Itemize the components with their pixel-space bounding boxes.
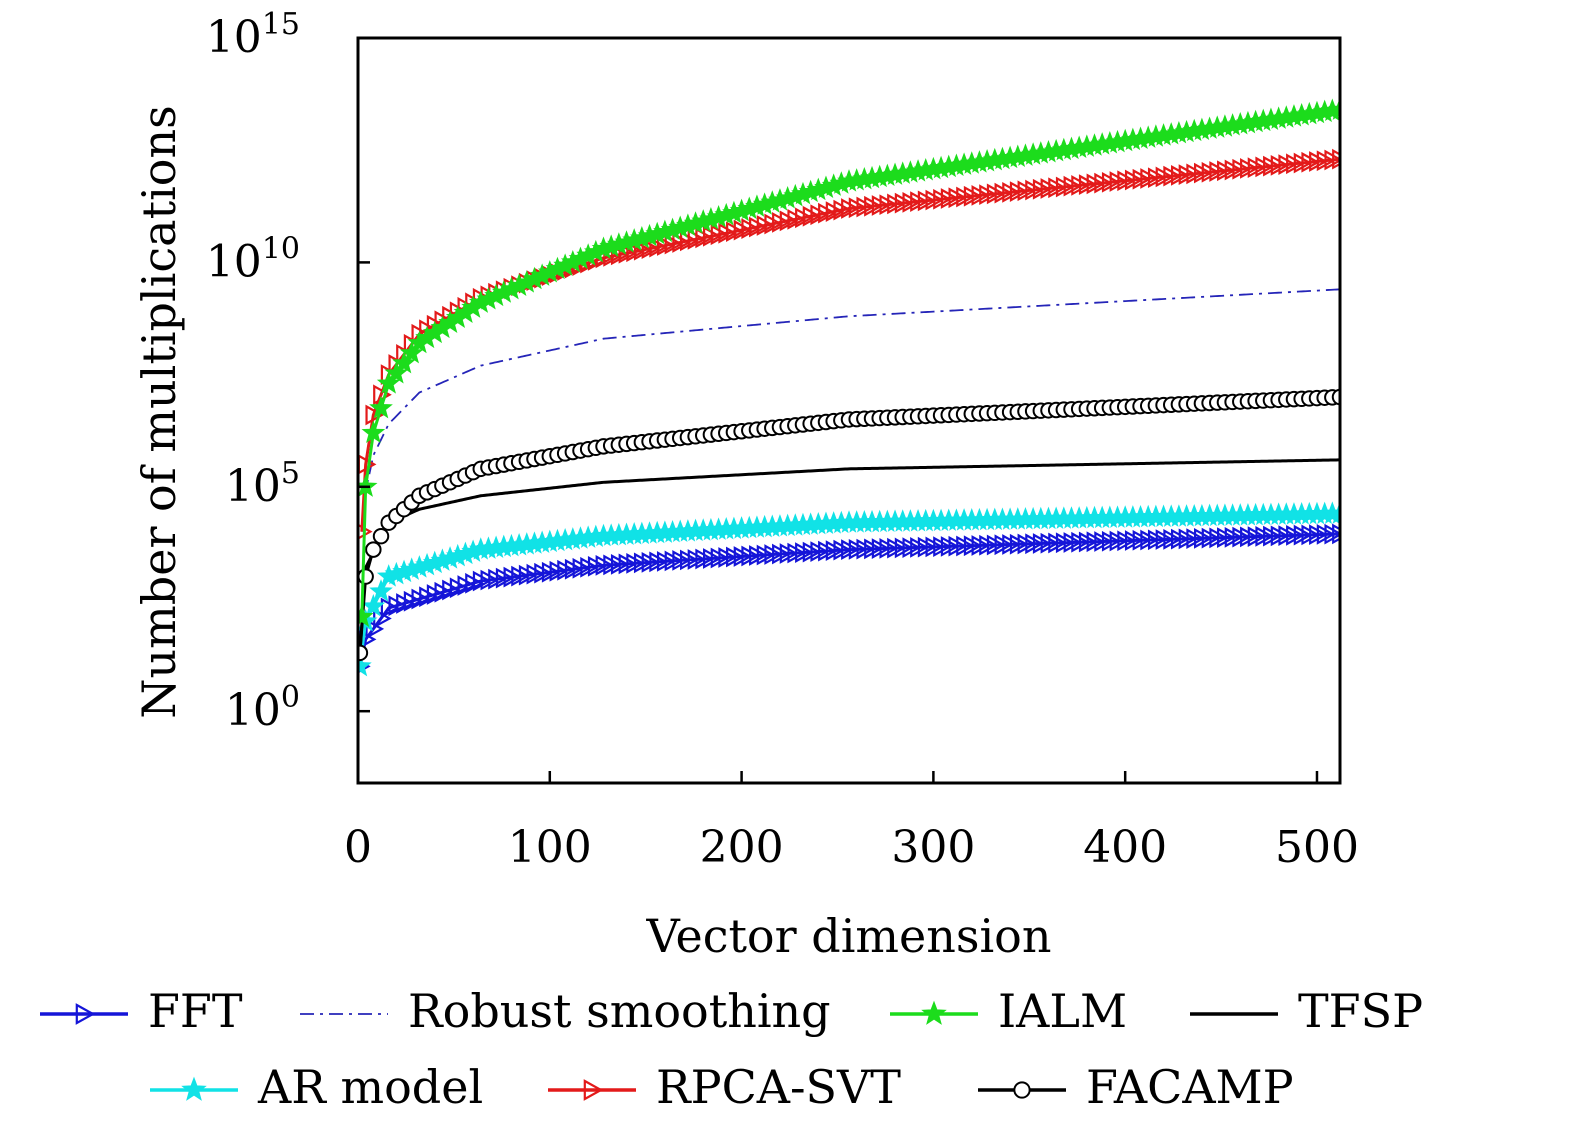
series-marker — [369, 395, 393, 419]
x-tick-label: 100 — [508, 822, 592, 873]
series-marker — [1328, 97, 1340, 120]
series-marker — [372, 527, 390, 545]
legend-label: Robust smoothing — [408, 984, 831, 1038]
series-facamp — [358, 388, 1340, 662]
series-marker — [1013, 1081, 1031, 1099]
series-marker — [1331, 388, 1340, 406]
legend-item-robust-smoothing: Robust smoothing — [300, 984, 831, 1038]
series-marker — [369, 579, 393, 602]
series-marker — [921, 1000, 947, 1025]
series-marker — [365, 404, 385, 426]
series-marker — [1332, 148, 1340, 170]
y-tick-label: 100 — [225, 680, 300, 736]
x-axis: 0 100 200 300 400 500 — [344, 771, 1359, 873]
series-marker — [358, 604, 374, 627]
y-tick-label: 1015 — [206, 7, 300, 63]
legend-label: IALM — [998, 984, 1127, 1038]
legend-label: TFSP — [1298, 984, 1423, 1038]
x-tick-label: 400 — [1083, 822, 1167, 873]
series-marker — [361, 594, 386, 617]
series-marker — [1328, 501, 1340, 524]
series-marker — [358, 644, 369, 662]
x-tick-label: 0 — [344, 822, 372, 873]
series-marker — [399, 340, 424, 364]
y-tick-label: 105 — [225, 456, 300, 512]
series-ar-model — [358, 501, 1340, 677]
series-line — [358, 458, 1340, 653]
series-marker — [361, 420, 386, 443]
legend-item-ialm: IALM — [890, 984, 1127, 1038]
plot-area-frame — [356, 36, 1342, 785]
series-line — [360, 288, 1340, 532]
series-layer — [358, 97, 1340, 677]
legend-label: AR model — [257, 1060, 483, 1114]
series-robust-smoothing — [360, 288, 1340, 532]
legend: FFT Robust smoothing IALM TFSP AR model RPCA-… — [40, 984, 1423, 1114]
series-fft — [358, 523, 1340, 674]
y-axis: 100 105 1010 1015 — [206, 7, 370, 736]
legend-item-ar-model: AR model — [150, 1060, 483, 1114]
y-tick-label: 1010 — [206, 231, 300, 287]
series-marker — [358, 568, 374, 585]
y-axis-title: Number of multiplications — [132, 105, 186, 718]
series-marker — [365, 541, 382, 558]
series-marker — [376, 371, 401, 394]
series-marker — [392, 350, 416, 374]
series-marker — [1332, 523, 1340, 545]
x-tick-label: 500 — [1275, 822, 1359, 873]
x-axis-title: Vector dimension — [645, 909, 1051, 963]
legend-item-rpca-svt: RPCA-SVT — [548, 1060, 901, 1114]
series-ialm — [358, 97, 1340, 627]
series-tfsp — [358, 458, 1340, 653]
x-tick-label: 200 — [700, 822, 784, 873]
legend-item-tfsp: TFSP — [1190, 984, 1423, 1038]
legend-label: FACAMP — [1086, 1060, 1294, 1114]
x-tick-label: 300 — [891, 822, 975, 873]
series-marker — [384, 361, 409, 384]
legend-label: RPCA-SVT — [656, 1060, 901, 1114]
series-rpca-svt — [358, 148, 1340, 540]
series-marker — [75, 1003, 96, 1025]
legend-item-fft: FFT — [40, 984, 243, 1038]
legend-label: FFT — [148, 984, 243, 1038]
series-marker — [583, 1079, 604, 1101]
legend-item-facamp: FACAMP — [978, 1060, 1294, 1114]
series-marker — [358, 523, 373, 540]
series-marker — [181, 1076, 207, 1101]
